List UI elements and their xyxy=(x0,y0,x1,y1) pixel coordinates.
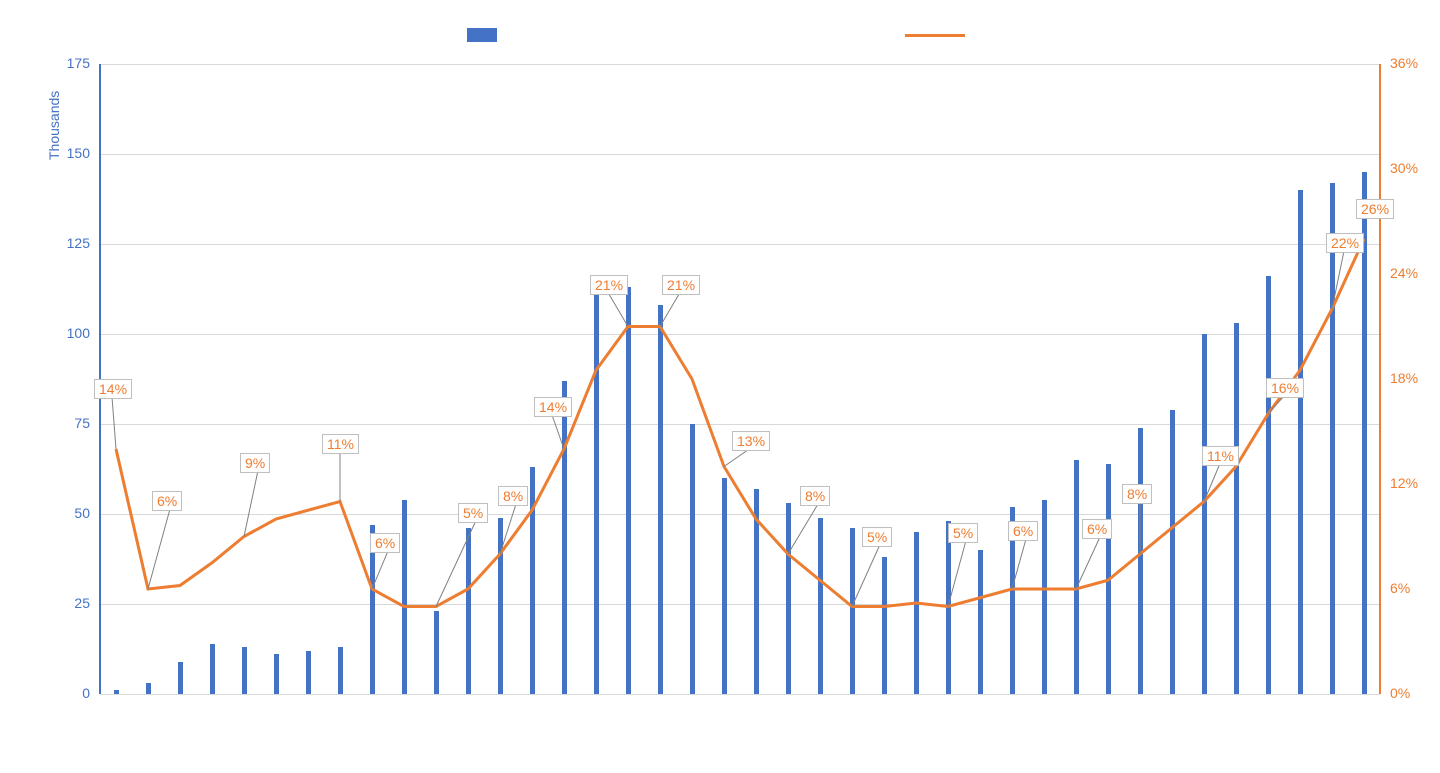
y-right-tick-label: 0% xyxy=(1390,685,1434,701)
bar xyxy=(1266,276,1271,694)
bar xyxy=(914,532,919,694)
data-label: 22% xyxy=(1326,233,1364,253)
bar xyxy=(338,647,343,694)
y-right-axis-line xyxy=(1379,64,1381,694)
y-left-tick-label: 175 xyxy=(50,55,90,71)
bar xyxy=(722,478,727,694)
bar xyxy=(594,287,599,694)
data-label: 8% xyxy=(800,486,830,506)
y-right-tick-label: 24% xyxy=(1390,265,1434,281)
y-right-tick-label: 12% xyxy=(1390,475,1434,491)
data-label: 16% xyxy=(1266,378,1304,398)
bar xyxy=(1074,460,1079,694)
gridline xyxy=(100,64,1380,65)
combo-chart: Thousands 02550751001251501750%6%12%18%2… xyxy=(0,0,1440,773)
gridline xyxy=(100,604,1380,605)
y-right-tick-label: 6% xyxy=(1390,580,1434,596)
y-right-tick-label: 30% xyxy=(1390,160,1434,176)
bar xyxy=(978,550,983,694)
y-left-tick-label: 125 xyxy=(50,235,90,251)
data-label: 11% xyxy=(322,434,359,454)
data-label: 11% xyxy=(1202,446,1239,466)
bar xyxy=(466,528,471,694)
bar xyxy=(1042,500,1047,694)
data-label: 14% xyxy=(94,379,132,399)
bar xyxy=(1106,464,1111,694)
y-left-tick-label: 100 xyxy=(50,325,90,341)
bar xyxy=(786,503,791,694)
legend-item-bars xyxy=(467,28,505,42)
data-label: 5% xyxy=(948,523,978,543)
bar xyxy=(1330,183,1335,694)
y-right-tick-label: 36% xyxy=(1390,55,1434,71)
gridline xyxy=(100,694,1380,695)
legend xyxy=(0,28,1440,42)
gridline xyxy=(100,334,1380,335)
bar xyxy=(146,683,151,694)
bar xyxy=(530,467,535,694)
bar xyxy=(882,557,887,694)
y-left-tick-label: 50 xyxy=(50,505,90,521)
bar xyxy=(1138,428,1143,694)
legend-line-swatch xyxy=(905,34,965,37)
data-label: 6% xyxy=(370,533,400,553)
data-label: 6% xyxy=(152,491,182,511)
gridline xyxy=(100,514,1380,515)
data-label: 13% xyxy=(732,431,770,451)
data-label: 6% xyxy=(1082,519,1112,539)
y-left-tick-label: 25 xyxy=(50,595,90,611)
data-label: 9% xyxy=(240,453,270,473)
bar xyxy=(562,381,567,694)
gridline xyxy=(100,154,1380,155)
data-label: 21% xyxy=(590,275,628,295)
bar xyxy=(242,647,247,694)
bar xyxy=(818,518,823,694)
data-label: 8% xyxy=(1122,484,1152,504)
y-right-tick-label: 18% xyxy=(1390,370,1434,386)
plot-area xyxy=(100,64,1380,694)
bar xyxy=(946,521,951,694)
bar xyxy=(114,690,119,694)
bar xyxy=(178,662,183,694)
data-label: 5% xyxy=(458,503,488,523)
y-left-tick-label: 75 xyxy=(50,415,90,431)
gridline xyxy=(100,424,1380,425)
bar xyxy=(690,424,695,694)
bar xyxy=(306,651,311,694)
bar xyxy=(210,644,215,694)
bar xyxy=(850,528,855,694)
legend-item-line xyxy=(905,28,973,42)
bar xyxy=(402,500,407,694)
data-label: 21% xyxy=(662,275,700,295)
y-left-tick-label: 150 xyxy=(50,145,90,161)
bar xyxy=(658,305,663,694)
data-label: 8% xyxy=(498,486,528,506)
bar xyxy=(434,611,439,694)
y-left-tick-label: 0 xyxy=(50,685,90,701)
data-label: 5% xyxy=(862,527,892,547)
data-label: 6% xyxy=(1008,521,1038,541)
bar xyxy=(274,654,279,694)
legend-bar-swatch xyxy=(467,28,497,42)
bar xyxy=(1170,410,1175,694)
bar xyxy=(1298,190,1303,694)
data-label: 14% xyxy=(534,397,572,417)
gridline xyxy=(100,244,1380,245)
bar xyxy=(626,287,631,694)
bar xyxy=(1202,334,1207,694)
bar xyxy=(754,489,759,694)
data-label: 26% xyxy=(1356,199,1394,219)
bar xyxy=(1234,323,1239,694)
bar xyxy=(498,518,503,694)
